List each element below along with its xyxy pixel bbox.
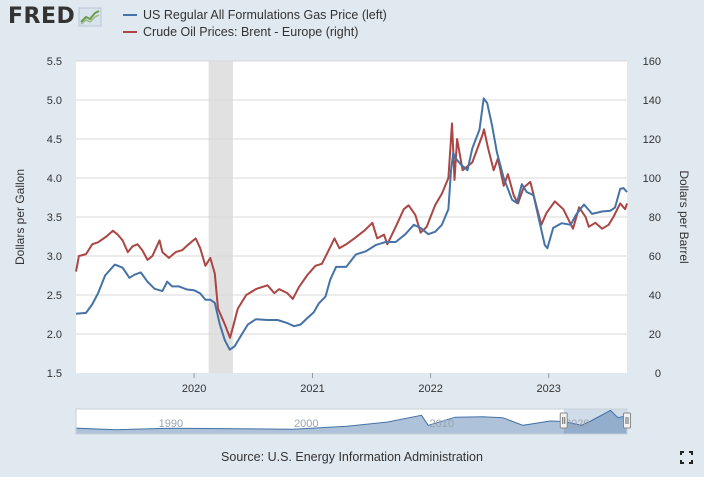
fred-logo-text: FRED [8, 4, 76, 29]
navigator-selection[interactable] [563, 409, 627, 434]
navigator-year-label: 2010 [430, 418, 454, 430]
left-axis-tick-label: 4.5 [47, 134, 62, 146]
left-axis-tick-label: 5.0 [47, 95, 62, 107]
x-axis-tick-label: 2021 [300, 383, 324, 395]
time-range-navigator[interactable]: 1990 2000 2010 2020 [0, 0, 704, 445]
left-axis-tick-label: 2.5 [47, 290, 62, 302]
x-axis-tick-label: 2020 [182, 383, 206, 395]
right-axis-tick-label: 0 [655, 368, 661, 380]
source-note: Source: U.S. Energy Information Administ… [221, 450, 483, 464]
left-axis-tick-label: 3.0 [47, 251, 62, 263]
legend-item-gas-price[interactable]: US Regular All Formulations Gas Price (l… [123, 6, 387, 23]
x-axis-tick-label: 2023 [536, 383, 560, 395]
fred-logo[interactable]: FRED [8, 4, 102, 29]
left-axis-tick-label: 5.5 [47, 56, 62, 68]
chart-legend: US Regular All Formulations Gas Price (l… [123, 6, 387, 40]
left-axis-tick-label: 3.5 [47, 212, 62, 224]
right-axis-tick-label: 40 [649, 290, 661, 302]
legend-swatch-red [123, 30, 137, 33]
x-axis-tick-label: 2022 [418, 383, 442, 395]
left-axis-tick-label: 4.0 [47, 173, 62, 185]
right-axis-tick-label: 100 [643, 173, 661, 185]
right-axis-tick-label: 60 [649, 251, 661, 263]
legend-label-gas-price: US Regular All Formulations Gas Price (l… [143, 7, 387, 22]
navigator-right-handle[interactable] [623, 412, 631, 429]
right-axis-tick-label: 120 [643, 134, 661, 146]
navigator-left-handle[interactable] [559, 412, 568, 429]
navigator-area [75, 409, 628, 435]
left-axis-tick-label: 2.0 [47, 329, 62, 341]
right-axis-title: Dollars per Barrel [677, 170, 691, 263]
legend-item-brent[interactable]: Crude Oil Prices: Brent - Europe (right) [123, 23, 387, 40]
fred-logo-chart-icon [78, 7, 102, 26]
legend-swatch-blue [123, 13, 137, 16]
fullscreen-icon[interactable] [680, 451, 693, 464]
legend-label-brent: Crude Oil Prices: Brent - Europe (right) [143, 24, 359, 39]
gas-price-line[interactable] [75, 97, 628, 351]
right-axis-tick-label: 80 [649, 212, 661, 224]
navigator-year-label: 1990 [159, 418, 183, 430]
left-axis-title: Dollars per Gallon [13, 169, 27, 265]
right-axis-tick-label: 140 [643, 95, 661, 107]
left-axis-tick-label: 1.5 [47, 368, 62, 380]
navigator-year-label: 2000 [294, 418, 318, 430]
right-axis-tick-label: 20 [649, 329, 661, 341]
right-axis-tick-label: 160 [643, 56, 661, 68]
navigator-year-label: 2020 [565, 418, 589, 430]
